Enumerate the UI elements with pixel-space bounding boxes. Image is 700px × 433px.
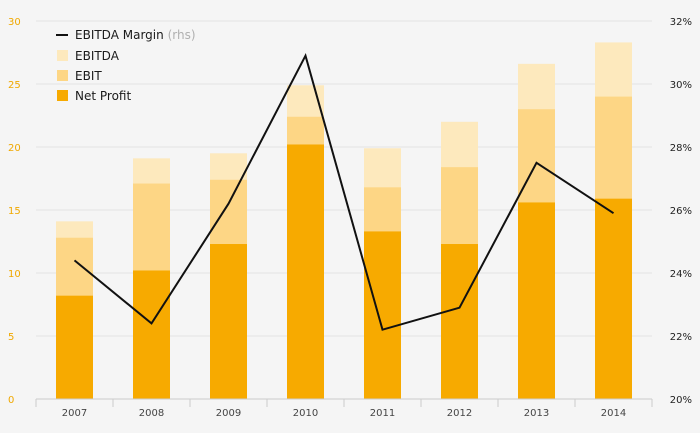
x-tick-label-2014: 2014 xyxy=(601,408,626,419)
x-tick-label-2008: 2008 xyxy=(139,408,164,419)
axes: 2007 2008 2009 2010 2011 2012 2013 2014 0 5 10 15 20… xyxy=(8,17,692,419)
y-left-tick-label: 0 xyxy=(8,395,14,406)
x-tick-label-2013: 2013 xyxy=(524,408,549,419)
bar-net-profit-2010 xyxy=(287,144,324,399)
legend-note-rhs: (rhs) xyxy=(168,28,196,42)
x-tick-label-2012: 2012 xyxy=(447,408,472,419)
y-right-tick-label: 26% xyxy=(670,206,692,217)
y-left-tick-label: 5 xyxy=(8,332,14,343)
y-right-tick-label: 24% xyxy=(670,269,692,280)
legend-label-ebit: EBIT xyxy=(75,69,102,83)
bar-net-profit-2008 xyxy=(133,270,170,399)
bar-net-profit-2013 xyxy=(518,202,555,399)
bars xyxy=(56,42,632,400)
bar-net-profit-2009 xyxy=(210,244,247,399)
y-left-tick-label: 20 xyxy=(8,143,21,154)
x-tick-label-2007: 2007 xyxy=(62,408,87,419)
y-right-tick-label: 32% xyxy=(670,17,692,28)
y-right-tick-label: 28% xyxy=(670,143,692,154)
legend-label-ebitda: EBITDA xyxy=(75,49,120,63)
y-right-tick-label: 20% xyxy=(670,395,692,406)
y-left-tick-label: 10 xyxy=(8,269,21,280)
x-tick-label-2009: 2009 xyxy=(216,408,241,419)
legend-label-net-profit: Net Profit xyxy=(75,89,131,103)
bar-net-profit-2007 xyxy=(56,295,93,399)
legend-swatch-ebit xyxy=(57,70,68,81)
x-tick-label-2011: 2011 xyxy=(370,408,395,419)
legend-swatch-ebitda xyxy=(57,50,68,61)
bar-net-profit-2012 xyxy=(441,244,478,399)
margin-line xyxy=(73,52,615,331)
y-left-tick-label: 30 xyxy=(8,17,21,28)
bar-net-profit-2011 xyxy=(364,231,401,399)
legend: EBITDA Margin (rhs) EBITDA EBIT Net Prof… xyxy=(56,28,196,103)
legend-swatch-net-profit xyxy=(57,90,68,101)
line-ebitda-margin xyxy=(73,52,615,331)
y-left-tick-label: 25 xyxy=(8,80,21,91)
y-right-tick-label: 30% xyxy=(670,80,692,91)
bar-net-profit-2014 xyxy=(595,198,632,399)
x-tick-label-2010: 2010 xyxy=(293,408,318,419)
y-right-tick-label: 22% xyxy=(670,332,692,343)
legend-label-ebitda-margin: EBITDA Margin (rhs) xyxy=(75,28,196,42)
y-left-tick-label: 15 xyxy=(8,206,21,217)
